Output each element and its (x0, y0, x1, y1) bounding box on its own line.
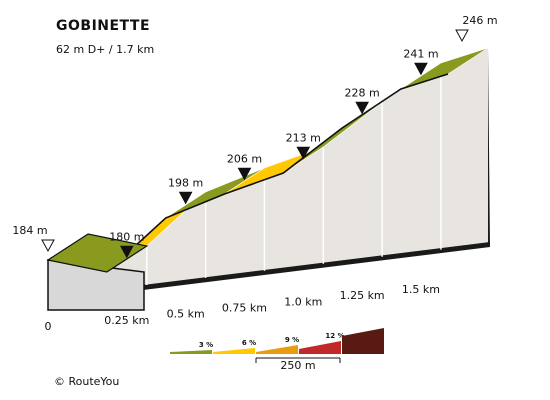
elevation-label: 184 m (12, 224, 47, 237)
elevation-marker (237, 167, 252, 181)
elevation-marker (41, 239, 55, 253)
legend-swatch (170, 350, 212, 354)
legend-swatch (299, 341, 341, 354)
elevation-label: 241 m (403, 47, 438, 60)
profile-base-slab (87, 242, 490, 297)
elevation-label: 180 m (109, 230, 144, 243)
x-tick-label: 1.25 km (340, 289, 385, 302)
elevation-marker (455, 29, 469, 43)
chart-title: GOBINETTE (56, 18, 151, 34)
x-tick-label: 1.5 km (402, 283, 440, 296)
elevation-label: 246 m (462, 14, 497, 27)
elevation-marker (414, 62, 428, 76)
chart-subtitle: 62 m D+ / 1.7 km (56, 43, 155, 56)
legend-label: 6 % (242, 339, 256, 347)
elevation-label: 198 m (168, 176, 203, 189)
legend-label: 9 % (285, 336, 299, 344)
profile-segment (46, 233, 149, 273)
legend-label: 3 % (199, 341, 213, 349)
credit-text: © RouteYou (54, 375, 120, 388)
x-tick-label: 1.0 km (284, 295, 322, 308)
x-tick-label: 0.25 km (104, 314, 149, 327)
elevation-label: 213 m (286, 131, 321, 144)
elevation-label: 228 m (345, 86, 380, 99)
profile-end-face (488, 48, 490, 247)
elevation-marker (119, 245, 134, 259)
x-tick-label: 0 (45, 320, 52, 333)
legend-label: 12 % (325, 332, 344, 340)
elevation-marker (178, 191, 193, 205)
legend-swatch (342, 328, 384, 354)
legend-scale-label: 250 m (280, 359, 315, 372)
legend-swatch (213, 348, 255, 354)
elevation-marker (296, 146, 311, 160)
x-tick-label: 0.5 km (167, 308, 205, 321)
elevation-label: 206 m (227, 152, 262, 165)
elevation-marker (355, 101, 369, 115)
x-tick-label: 0.75 km (222, 301, 267, 314)
legend-swatch (256, 345, 298, 354)
